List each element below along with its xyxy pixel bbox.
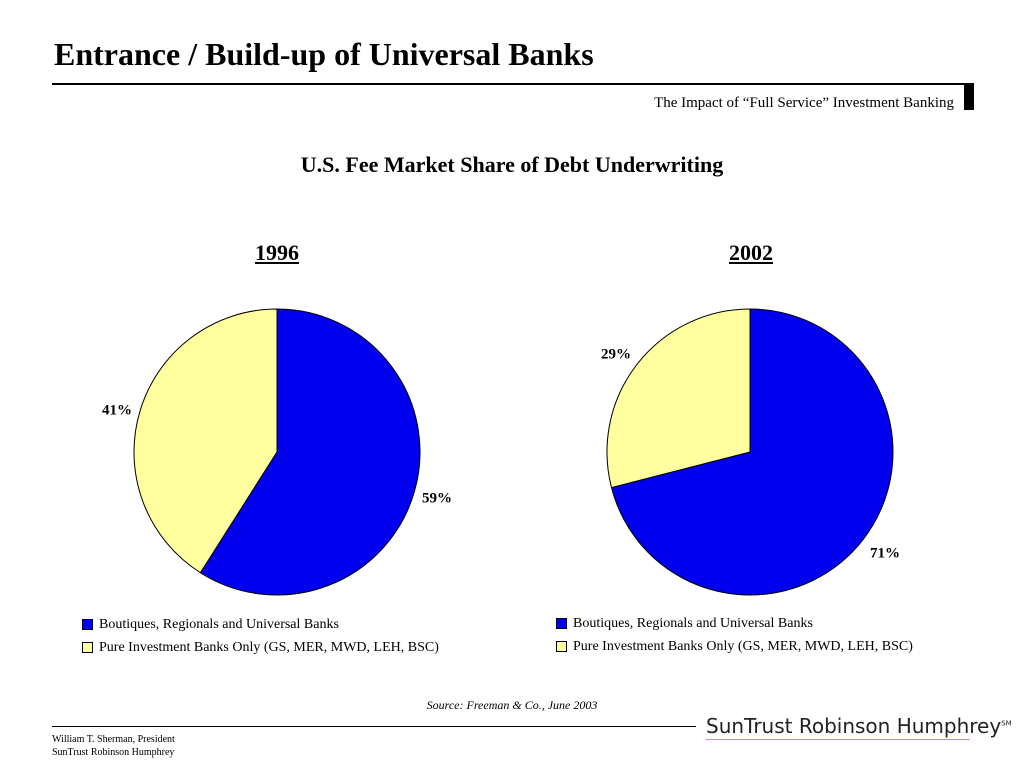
legend-swatch-blue (556, 618, 567, 629)
footer-credit: William T. Sherman, President SunTrust R… (52, 733, 175, 759)
company-logo: SunTrust Robinson HumphreySM (706, 714, 1012, 740)
header-accent-bar (964, 83, 974, 110)
pie-data-label-2002-pure-investment-banks: 29% (601, 346, 631, 362)
logo-wordmark: SunTrust Robinson HumphreySM (706, 714, 1012, 738)
footer-line-company: SunTrust Robinson Humphrey (52, 747, 175, 758)
legend-label: Pure Investment Banks Only (GS, MER, MWD… (573, 639, 913, 654)
legend-item-pure-investment-banks: Pure Investment Banks Only (GS, MER, MWD… (82, 636, 439, 659)
footer-line-presenter: William T. Sherman, President (52, 734, 175, 745)
pie-slice-1996-pure-investment-banks (133, 308, 278, 574)
pie-title-2002: 2002 (729, 240, 773, 265)
logo-text: SunTrust Robinson Humphrey (706, 714, 1002, 738)
legend-1996: Boutiques, Regionals and Universal Banks… (82, 613, 439, 659)
legend-item-boutiques: Boutiques, Regionals and Universal Banks (556, 612, 913, 635)
legend-item-boutiques: Boutiques, Regionals and Universal Banks (82, 613, 439, 636)
source-note: Source: Freeman & Co., June 2003 (426, 698, 598, 712)
pie-title-1996: 1996 (255, 240, 299, 265)
legend-swatch-yellow (82, 642, 93, 653)
pie-data-label-2002-boutiques: 71% (870, 545, 900, 561)
title-divider (52, 83, 966, 85)
legend-label: Boutiques, Regionals and Universal Banks (573, 616, 813, 631)
pie-data-label-1996-pure-investment-banks: 41% (102, 402, 132, 418)
slide-title: Entrance / Build-up of Universal Banks (54, 36, 594, 72)
legend-label: Boutiques, Regionals and Universal Banks (99, 617, 339, 632)
slide-subtitle: The Impact of “Full Service” Investment … (654, 95, 954, 111)
pie-data-label-1996-boutiques: 59% (422, 490, 452, 506)
footer-divider (52, 726, 696, 727)
legend-2002: Boutiques, Regionals and Universal Banks… (556, 612, 913, 658)
legend-swatch-yellow (556, 641, 567, 652)
chart-heading: U.S. Fee Market Share of Debt Underwriti… (300, 152, 724, 177)
logo-underline (706, 739, 970, 740)
pie-slice-2002-boutiques (610, 308, 894, 596)
legend-swatch-blue (82, 619, 93, 630)
legend-item-pure-investment-banks: Pure Investment Banks Only (GS, MER, MWD… (556, 635, 913, 658)
logo-service-mark: SM (1001, 719, 1012, 728)
pie-slice-1996-boutiques (199, 308, 421, 596)
legend-label: Pure Investment Banks Only (GS, MER, MWD… (99, 640, 439, 655)
pie-slice-2002-pure-investment-banks (606, 308, 751, 489)
